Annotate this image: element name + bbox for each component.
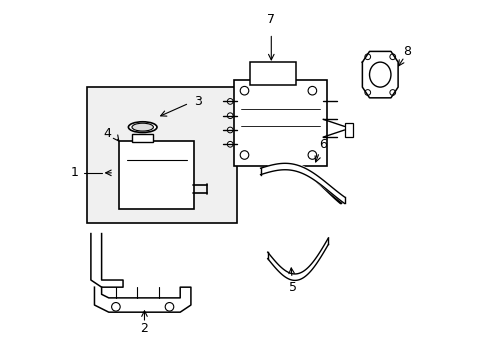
- Ellipse shape: [132, 123, 153, 131]
- Ellipse shape: [369, 62, 390, 87]
- Text: 6: 6: [319, 138, 326, 151]
- Bar: [132, 134, 153, 143]
- Circle shape: [364, 90, 370, 95]
- FancyBboxPatch shape: [233, 80, 326, 166]
- Circle shape: [389, 54, 395, 60]
- Circle shape: [364, 54, 370, 60]
- Circle shape: [389, 90, 395, 95]
- Bar: [87, 87, 237, 223]
- Text: 5: 5: [288, 281, 296, 294]
- Circle shape: [307, 151, 316, 159]
- Ellipse shape: [128, 122, 157, 132]
- Text: 7: 7: [267, 13, 275, 26]
- Circle shape: [111, 302, 120, 311]
- Circle shape: [240, 86, 248, 95]
- Bar: [344, 123, 353, 137]
- Circle shape: [227, 99, 233, 104]
- Text: 4: 4: [103, 127, 111, 140]
- Circle shape: [227, 113, 233, 118]
- Text: 1: 1: [71, 166, 79, 179]
- Text: 2: 2: [140, 322, 148, 335]
- Text: 3: 3: [194, 95, 202, 108]
- Circle shape: [307, 86, 316, 95]
- Circle shape: [165, 302, 173, 311]
- Circle shape: [240, 151, 248, 159]
- FancyBboxPatch shape: [119, 141, 194, 208]
- Circle shape: [227, 141, 233, 147]
- Text: 8: 8: [402, 45, 410, 58]
- FancyBboxPatch shape: [249, 62, 296, 85]
- Circle shape: [227, 127, 233, 133]
